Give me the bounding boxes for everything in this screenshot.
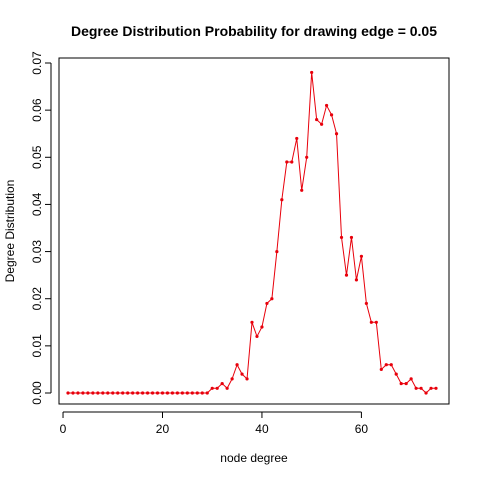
data-point [369,320,373,324]
data-point [305,155,309,159]
data-point [131,391,135,395]
data-point [389,363,393,367]
data-point [324,103,329,108]
series-line [68,72,436,394]
y-tick-label: 0.06 [30,98,44,122]
data-point [91,391,95,395]
data-point [295,136,299,141]
series-layer [66,70,438,395]
data-point [414,386,418,390]
data-point [165,391,170,395]
data-point [155,391,160,395]
data-point [280,198,284,202]
data-point [145,391,150,395]
data-point [419,386,423,390]
y-tick-label: 0.04 [30,192,44,216]
y-axis-label: Degree Distribution [3,180,17,283]
data-point [101,391,105,395]
chart-title: Degree Distribution Probability for draw… [71,23,437,39]
data-point [150,391,155,395]
data-point [235,363,239,367]
data-point [96,391,100,395]
data-point [220,381,224,386]
data-point [200,391,204,395]
data-point [175,391,180,395]
data-point [170,391,175,395]
data-point [394,372,398,376]
data-point [76,391,80,395]
data-point [136,391,140,395]
data-point [429,386,433,390]
data-point [434,386,438,390]
data-point [116,391,120,395]
data-point [205,391,209,395]
data-point [399,381,403,386]
y-tick-label: 0.02 [30,287,44,311]
data-point [86,391,90,395]
data-point [374,320,378,324]
data-point [180,391,184,395]
data-point [364,301,368,306]
data-point [250,320,254,324]
x-tick-label: 60 [355,422,369,436]
y-axis: 0.00 0.01 0.02 0.03 0.04 0.05 0.06 0.07 [30,51,52,405]
data-point [329,113,334,117]
y-tick-label: 0.05 [30,145,44,169]
data-point [334,132,339,136]
x-axis-label: node degree [220,451,288,465]
x-tick-label: 40 [255,422,269,436]
data-point [349,235,354,240]
data-point [409,377,413,381]
data-point [225,386,229,390]
data-point [210,386,214,390]
data-point [190,391,194,395]
data-point [384,363,388,367]
data-point [81,391,85,395]
x-axis: 0 20 40 60 [60,411,369,436]
x-tick-label: 0 [60,422,67,436]
data-point [260,325,264,329]
data-point [71,391,75,395]
data-point [285,160,289,164]
data-point [215,386,219,390]
y-tick-label: 0.07 [30,51,44,75]
data-point [290,160,294,164]
data-point [230,377,234,381]
data-point [255,334,259,339]
data-point [195,391,199,395]
data-point [240,372,244,376]
data-point [339,235,344,240]
data-point [275,249,279,254]
data-point [359,254,364,258]
data-point [140,391,145,395]
data-point [66,391,70,395]
data-point [111,391,115,395]
y-tick-label: 0.00 [30,381,44,405]
plot-frame [58,57,450,405]
data-point [379,367,383,372]
x-tick-label: 20 [156,422,170,436]
data-point [404,381,408,386]
data-point [354,278,359,282]
data-point [310,70,314,75]
y-tick-label: 0.03 [30,240,44,264]
data-point [300,188,304,192]
data-point [320,122,324,126]
data-point [185,391,189,395]
data-point [265,301,269,306]
data-point [424,391,428,395]
data-point [270,297,274,301]
data-point [121,391,125,395]
data-point [245,377,249,381]
data-point [106,391,110,395]
data-point [344,273,349,277]
data-point [315,117,319,122]
data-point [126,391,130,395]
data-point [160,391,165,395]
y-tick-label: 0.01 [30,334,44,358]
